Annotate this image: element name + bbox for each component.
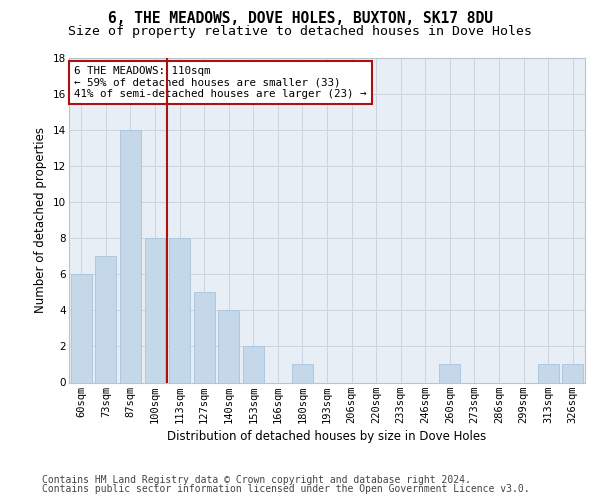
Bar bbox=[194, 292, 215, 382]
Text: Contains HM Land Registry data © Crown copyright and database right 2024.: Contains HM Land Registry data © Crown c… bbox=[42, 475, 471, 485]
Y-axis label: Number of detached properties: Number of detached properties bbox=[34, 127, 47, 313]
Bar bbox=[95, 256, 116, 382]
Text: 6 THE MEADOWS: 110sqm
← 59% of detached houses are smaller (33)
41% of semi-deta: 6 THE MEADOWS: 110sqm ← 59% of detached … bbox=[74, 66, 367, 99]
Bar bbox=[145, 238, 166, 382]
Text: Size of property relative to detached houses in Dove Holes: Size of property relative to detached ho… bbox=[68, 25, 532, 38]
Bar bbox=[292, 364, 313, 382]
Bar bbox=[243, 346, 264, 382]
Bar bbox=[169, 238, 190, 382]
Bar bbox=[218, 310, 239, 382]
Bar bbox=[439, 364, 460, 382]
Bar bbox=[120, 130, 141, 382]
X-axis label: Distribution of detached houses by size in Dove Holes: Distribution of detached houses by size … bbox=[167, 430, 487, 442]
Bar bbox=[71, 274, 92, 382]
Text: 6, THE MEADOWS, DOVE HOLES, BUXTON, SK17 8DU: 6, THE MEADOWS, DOVE HOLES, BUXTON, SK17… bbox=[107, 11, 493, 26]
Text: Contains public sector information licensed under the Open Government Licence v3: Contains public sector information licen… bbox=[42, 484, 530, 494]
Bar bbox=[562, 364, 583, 382]
Bar bbox=[538, 364, 559, 382]
